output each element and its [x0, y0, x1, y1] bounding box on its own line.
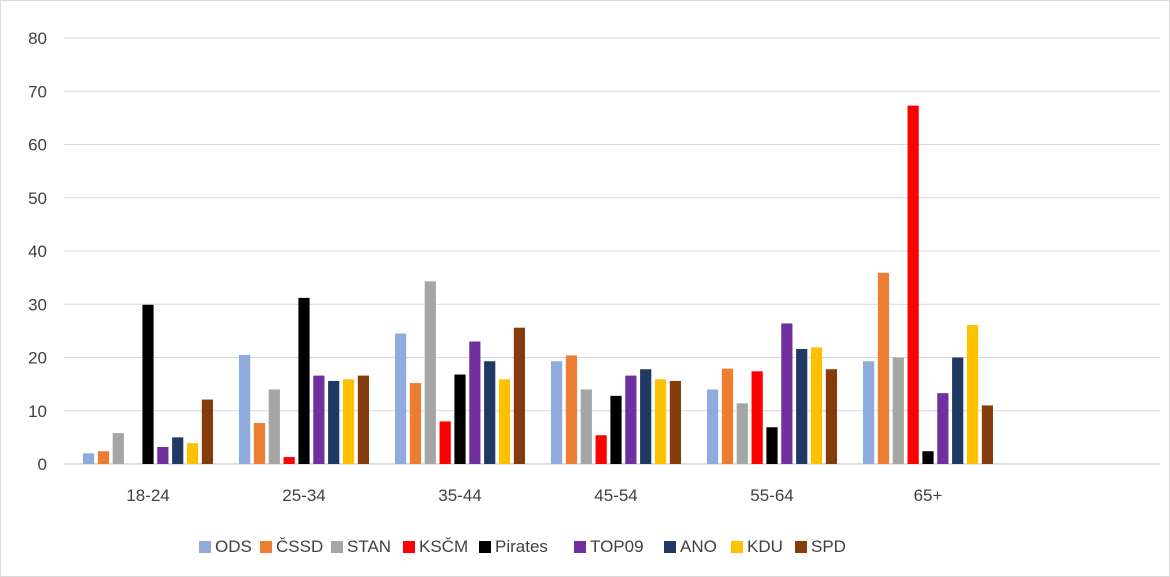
x-tick-label: 18-24 [126, 486, 169, 505]
bar-top09-45-54 [625, 375, 637, 464]
bar-stan-65+ [892, 357, 904, 464]
bar-ksčm-65+ [907, 105, 919, 464]
bar-pirates-45-54 [610, 395, 622, 464]
bar-ods-18-24 [83, 453, 95, 464]
x-axis-tick-labels: 18-24 25-34 35-44 45-54 55-64 65+ [126, 486, 942, 505]
y-axis-tick-labels: 0 10 20 30 40 50 60 70 80 [28, 29, 47, 474]
legend-swatch-stan [331, 541, 343, 553]
legend-label-spd: SPD [811, 537, 846, 556]
bar-ksčm-55-64 [751, 371, 763, 464]
x-tick-label: 45-54 [594, 486, 637, 505]
bar-top09-25-34 [313, 375, 325, 464]
legend-swatch-spd [795, 541, 807, 553]
x-tick-label: 35-44 [438, 486, 481, 505]
legend-swatch-pirates [479, 541, 491, 553]
bar-stan-35-44 [424, 281, 436, 464]
bar-spd-35-44 [513, 327, 525, 464]
x-tick-label: 65+ [914, 486, 943, 505]
bar-ano-35-44 [484, 361, 496, 464]
legend-swatch-ano [664, 541, 676, 553]
bar-spd-18-24 [201, 399, 213, 464]
bar-ods-45-54 [551, 361, 563, 464]
bar-pirates-55-64 [766, 427, 778, 464]
bar-ano-55-64 [796, 348, 808, 464]
legend-label-ano: ANO [680, 537, 717, 556]
bar-spd-25-34 [357, 375, 369, 464]
bar-čssd-55-64 [721, 368, 734, 464]
bar-ano-65+ [952, 357, 964, 464]
legend-swatch-ods [199, 541, 211, 553]
bar-ods-35-44 [395, 333, 407, 464]
bar-čssd-35-44 [409, 383, 422, 464]
bar-čssd-45-54 [565, 355, 578, 464]
legend: ODS ČSSD STAN KSČM Pirates TOP09 ANO KDU SPD [199, 537, 846, 556]
x-tick-label: 55-64 [750, 486, 793, 505]
bar-ano-25-34 [328, 380, 340, 464]
bar-spd-45-54 [669, 380, 681, 464]
bar-ods-65+ [863, 361, 875, 464]
bar-spd-55-64 [825, 369, 837, 464]
legend-swatch-kdu [731, 541, 743, 553]
bar-ksčm-25-34 [283, 457, 295, 464]
bar-kdu-45-54 [654, 379, 667, 464]
legend-label-čssd: ČSSD [276, 537, 323, 556]
y-tick-label: 50 [28, 189, 47, 208]
y-tick-label: 30 [28, 295, 47, 314]
bars [83, 105, 993, 465]
bar-stan-55-64 [736, 403, 748, 464]
bar-ods-25-34 [239, 354, 251, 464]
bar-ano-45-54 [640, 369, 652, 464]
legend-swatch-čssd [260, 541, 272, 553]
legend-label-ksčm: KSČM [419, 537, 468, 556]
bar-pirates-35-44 [454, 374, 466, 464]
bar-stan-18-24 [112, 433, 124, 464]
legend-label-stan: STAN [347, 537, 391, 556]
bar-kdu-25-34 [342, 379, 355, 464]
bar-ano-18-24 [172, 437, 184, 465]
bar-ksčm-35-44 [439, 421, 451, 464]
y-tick-label: 10 [28, 402, 47, 421]
legend-swatch-ksčm [403, 541, 415, 553]
bar-spd-65+ [981, 405, 993, 464]
bar-čssd-18-24 [97, 451, 110, 464]
bar-pirates-65+ [922, 451, 934, 464]
y-tick-label: 40 [28, 242, 47, 261]
bar-kdu-35-44 [498, 379, 511, 464]
bar-pirates-18-24 [142, 304, 154, 464]
y-tick-label: 70 [28, 82, 47, 101]
y-tick-label: 60 [28, 136, 47, 155]
bar-top09-55-64 [781, 323, 793, 464]
bar-pirates-25-34 [298, 297, 310, 464]
x-tick-label: 25-34 [282, 486, 325, 505]
y-tick-label: 80 [28, 29, 47, 48]
bar-ksčm-45-54 [595, 435, 607, 464]
legend-label-kdu: KDU [747, 537, 783, 556]
y-tick-label: 20 [28, 349, 47, 368]
bar-kdu-55-64 [810, 347, 823, 464]
bar-top09-35-44 [469, 341, 481, 464]
bar-top09-65+ [937, 393, 949, 464]
y-tick-label: 0 [38, 455, 47, 474]
bar-top09-18-24 [157, 446, 169, 464]
bar-čssd-65+ [877, 272, 890, 464]
bar-čssd-25-34 [253, 423, 266, 464]
legend-label-top09: TOP09 [590, 537, 644, 556]
legend-label-ods: ODS [215, 537, 252, 556]
bar-ods-55-64 [707, 389, 719, 464]
bar-kdu-18-24 [186, 443, 199, 464]
bar-stan-25-34 [268, 389, 280, 464]
legend-swatch-top09 [574, 541, 586, 553]
bar-kdu-65+ [966, 325, 979, 464]
legend-label-pirates: Pirates [495, 537, 548, 556]
bar-stan-45-54 [580, 389, 592, 464]
